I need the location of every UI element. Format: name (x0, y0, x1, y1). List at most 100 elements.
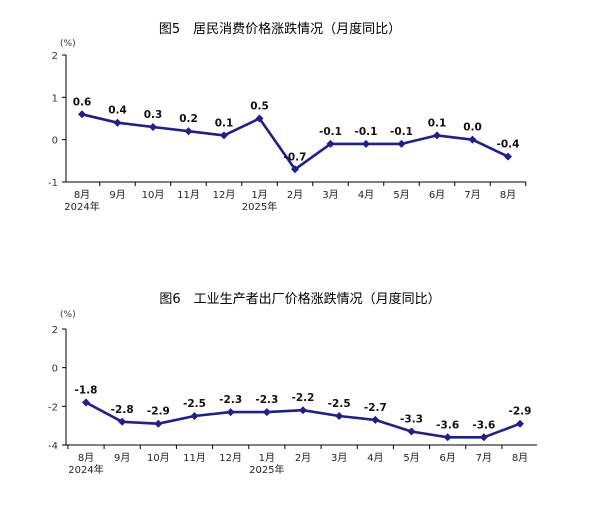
cpi-data-label: 0.2 (179, 113, 198, 125)
cpi-x-tick-label: 7月 (464, 189, 480, 201)
cpi-data-label: -0.1 (390, 126, 413, 138)
cpi-data-point (291, 165, 299, 174)
cpi-data-label: 0.1 (215, 117, 234, 129)
cpi-data-point (397, 139, 406, 148)
cpi-x-tick-label: 6月 (429, 189, 445, 201)
cpi-data-label: -0.4 (497, 139, 520, 151)
ppi-data-label: -2.3 (219, 394, 242, 406)
ppi-unit-label: (%) (60, 310, 76, 320)
ppi-x-tick-label: 6月 (439, 452, 455, 464)
ppi-y-tick-label: 0 (52, 364, 58, 375)
ppi-data-point (299, 406, 307, 415)
cpi-y-tick-label: 1 (52, 93, 58, 104)
ppi-data-point (443, 433, 452, 442)
ppi-data-label: -2.3 (255, 394, 278, 406)
ppi-data-label: -2.2 (292, 392, 315, 404)
ppi-x-tick-label: 4月 (367, 452, 383, 464)
ppi-data-point (516, 419, 524, 428)
cpi-x-tick-label: 9月 (109, 189, 125, 201)
cpi-x-tick-label: 11月 (177, 189, 200, 201)
cpi-x-tick-label: 2月 (287, 189, 303, 201)
cpi-y-tick-label: 0 (52, 136, 58, 147)
cpi-x-tick-label: 1月 (251, 189, 267, 201)
ppi-data-point (82, 398, 90, 407)
cpi-data-label: 0.6 (73, 96, 92, 108)
cpi-x-tick-label: 12月 (213, 189, 236, 201)
cpi-data-label: 0.0 (463, 122, 482, 134)
cpi-data-label: -0.7 (284, 151, 307, 163)
ppi-data-point (190, 412, 199, 420)
cpi-x-tick-label: 8月 (74, 189, 90, 201)
ppi-y-tick-label: -4 (48, 441, 58, 452)
ppi-data-point (154, 419, 163, 428)
ppi-data-label: -2.5 (183, 398, 206, 410)
ppi-x-tick-label: 3月 (331, 452, 347, 464)
ppi-x-year-label: 2024年 (68, 463, 103, 476)
ppi-x-tick-label: 5月 (403, 452, 419, 464)
ppi-data-labels: -1.8 -2.8 -2.9 -2.5 -2.3 -2.3 -2.2 -2.5 -2.7 -3.3… (75, 384, 532, 431)
ppi-data-label: -1.8 (75, 384, 98, 396)
ppi-data-label: -3.6 (472, 419, 495, 431)
cpi-series (78, 110, 512, 174)
ppi-data-point (335, 412, 344, 420)
ppi-y-tick-label: -2 (48, 402, 58, 413)
ppi-y-tick-label: 2 (52, 325, 58, 336)
ppi-x-tick-label: 11月 (183, 452, 206, 464)
ppi-data-point (118, 417, 127, 426)
cpi-data-point (113, 118, 122, 127)
ppi-x-year-label: 2025年 (249, 463, 284, 476)
cpi-data-point (326, 139, 335, 148)
ppi-chart: 图6 工业生产者出厂价格涨跌情况（月度同比） (%) 20-2-4 8月2024… (48, 291, 537, 476)
cpi-x-year-label: 2025年 (242, 200, 277, 213)
cpi-x-year-label: 2024年 (64, 200, 99, 213)
ppi-x-tick-label: 8月 (78, 452, 94, 464)
cpi-data-label: 0.1 (428, 117, 447, 129)
cpi-data-labels: 0.6 0.4 0.3 0.2 0.1 0.5 -0.7 -0.1 -0.1 -0.1 0.1 0.0… (73, 96, 520, 163)
cpi-data-point (504, 152, 512, 161)
cpi-unit-label: (%) (60, 39, 76, 49)
ppi-x-tick-label: 9月 (114, 452, 130, 464)
cpi-x-tick-label: 10月 (142, 189, 165, 201)
ppi-data-label: -2.8 (111, 404, 134, 416)
ppi-x-tick-label: 8月 (512, 452, 528, 464)
cpi-data-point (362, 139, 370, 148)
cpi-x-tick-label: 8月 (500, 189, 516, 201)
ppi-data-point (407, 427, 416, 436)
cpi-data-point (255, 114, 264, 123)
cpi-x-tick-label: 4月 (358, 189, 374, 201)
ppi-x-tick-label: 10月 (147, 452, 170, 464)
cpi-x-tick-label: 3月 (322, 189, 338, 201)
cpi-data-point (468, 135, 477, 144)
ppi-x-tick-label: 1月 (259, 452, 275, 464)
cpi-data-label: 0.5 (250, 101, 269, 113)
ppi-data-label: -3.3 (400, 413, 423, 425)
cpi-data-point (184, 127, 193, 136)
cpi-y-tick-label: 2 (52, 51, 58, 62)
ppi-data-label: -2.5 (328, 398, 351, 410)
ppi-data-point (479, 433, 488, 442)
ppi-series (82, 398, 524, 442)
ppi-data-point (226, 408, 235, 417)
cpi-data-point (149, 122, 157, 131)
ppi-chart-title: 图6 工业生产者出厂价格涨跌情况（月度同比） (159, 291, 440, 307)
cpi-data-label: -0.1 (355, 126, 378, 138)
cpi-data-point (433, 131, 441, 140)
cpi-chart-title: 图5 居民消费价格涨跌情况（月度同比） (159, 21, 401, 37)
cpi-data-point (78, 110, 86, 119)
cpi-data-label: 0.4 (108, 105, 127, 117)
cpi-data-label: 0.3 (144, 109, 163, 121)
ppi-data-label: -3.6 (436, 419, 459, 431)
cpi-data-point (220, 131, 228, 140)
cpi-x-tick-label: 5月 (393, 189, 409, 201)
cpi-y-tick-label: -1 (48, 178, 58, 189)
ppi-x-tick-label: 7月 (476, 452, 492, 464)
ppi-x-tick-label: 12月 (219, 452, 242, 464)
ppi-y-axis: 2 0 -2 -4 (48, 325, 67, 452)
cpi-data-label: -0.1 (319, 126, 342, 138)
ppi-data-label: -2.7 (364, 402, 387, 414)
ppi-x-tick-label: 2月 (295, 452, 311, 464)
